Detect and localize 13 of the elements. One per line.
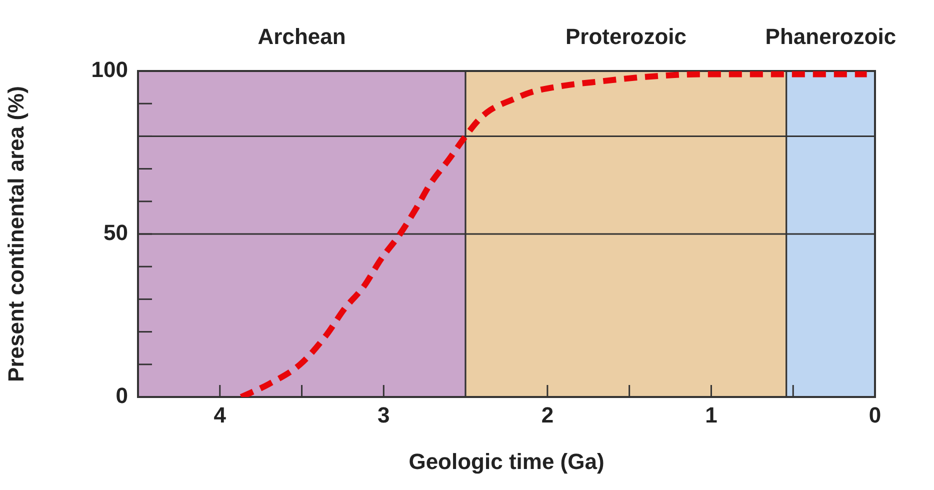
x-tick-label: 4: [214, 402, 227, 428]
y-axis-title: Present continental area (%): [3, 86, 28, 382]
x-tick-label: 2: [541, 402, 554, 428]
x-axis-title: Geologic time (Ga): [408, 448, 604, 474]
x-tick-label: 1: [705, 402, 718, 428]
x-tick-label: 3: [378, 402, 390, 428]
y-tick-label: 50: [104, 220, 128, 246]
y-tick-label: 100: [91, 57, 128, 82]
x-tick-label: 0: [868, 402, 882, 428]
band-label: Archean: [258, 24, 346, 50]
band-label: Phanerozoic: [765, 24, 896, 50]
y-tick-label: 0: [116, 383, 128, 408]
band-label: Proterozoic: [565, 24, 686, 50]
